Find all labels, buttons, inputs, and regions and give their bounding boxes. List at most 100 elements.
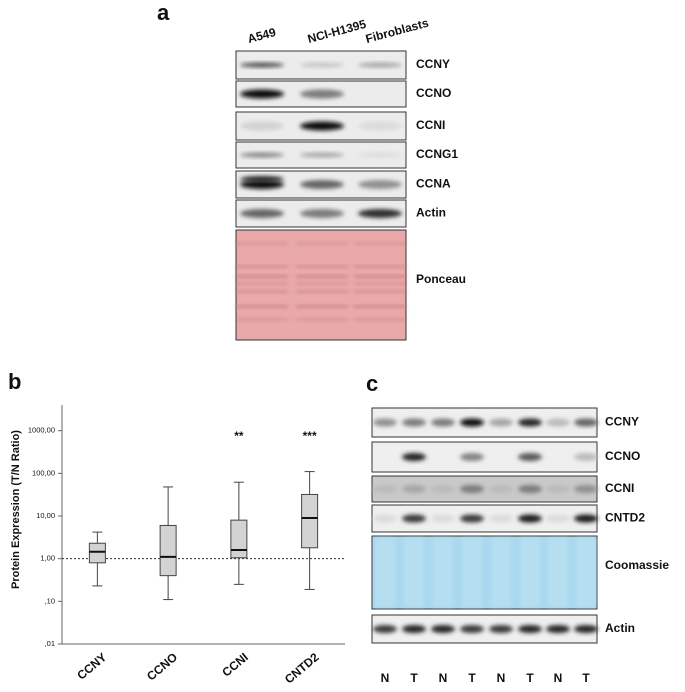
significance: *** — [303, 429, 317, 443]
band — [574, 418, 598, 427]
band — [300, 121, 344, 131]
box — [301, 493, 319, 549]
band — [431, 625, 455, 633]
stain-band — [296, 318, 348, 321]
row-label: CCNY — [605, 415, 639, 429]
y-tick-label: 100,00 — [32, 468, 55, 477]
band — [240, 152, 284, 158]
band — [546, 625, 570, 633]
lane-label: T — [468, 671, 476, 685]
band — [240, 89, 284, 99]
row-label: CNTD2 — [605, 511, 645, 525]
band — [373, 485, 397, 493]
stain-band — [236, 265, 288, 268]
band — [518, 514, 542, 523]
band — [489, 485, 513, 493]
stain-band — [236, 318, 288, 321]
row-label: CCNA — [416, 177, 451, 191]
band — [431, 514, 455, 523]
row-label: CCNO — [605, 449, 640, 463]
row-label: CCNI — [605, 481, 634, 495]
row-label: Actin — [605, 621, 635, 635]
band — [373, 418, 397, 427]
band — [240, 176, 284, 182]
row-label: Coomassie — [605, 558, 669, 572]
band — [489, 625, 513, 633]
y-tick-label: 10,00 — [36, 511, 55, 520]
band — [518, 418, 542, 427]
stain-lane — [548, 538, 568, 607]
y-axis-label: Protein Expression (T/N Ratio) — [10, 430, 22, 589]
stain-band — [296, 305, 348, 308]
stain-band — [354, 318, 406, 321]
lane-label: T — [526, 671, 534, 685]
band — [300, 180, 344, 189]
band — [546, 418, 570, 427]
band — [240, 62, 284, 68]
row-label: Ponceau — [416, 272, 466, 286]
x-tick-label: CCNO — [144, 650, 180, 683]
band — [574, 514, 598, 523]
stain-band — [236, 305, 288, 308]
band — [431, 485, 455, 493]
band — [460, 453, 484, 461]
band — [402, 485, 426, 493]
stain-lane — [404, 538, 424, 607]
stain-lane — [520, 538, 540, 607]
panel-label: a — [157, 0, 170, 25]
row-label: CCNY — [416, 57, 450, 71]
band — [300, 89, 344, 99]
stain-band — [296, 282, 348, 285]
stain-band — [354, 290, 406, 293]
stain-lane — [375, 538, 395, 607]
band — [518, 453, 542, 461]
stain-lane — [491, 538, 511, 607]
y-tick-label: ,01 — [45, 639, 55, 648]
band — [358, 209, 402, 218]
band — [460, 485, 484, 493]
stain-band — [354, 305, 406, 308]
lane-label: N — [554, 671, 563, 685]
lane-label: T — [582, 671, 590, 685]
band — [358, 121, 402, 131]
band — [518, 625, 542, 633]
x-tick-label: CCNI — [219, 650, 250, 680]
band — [460, 625, 484, 633]
significance: ** — [234, 429, 244, 443]
band — [402, 625, 426, 633]
stain-band — [236, 242, 288, 245]
y-tick-label: ,10 — [45, 596, 55, 605]
box — [230, 519, 248, 559]
box — [159, 524, 177, 577]
band — [489, 514, 513, 523]
lane-label: T — [410, 671, 418, 685]
band — [574, 625, 598, 633]
band — [402, 453, 426, 461]
band — [358, 152, 402, 158]
band — [240, 180, 284, 189]
row-label: Actin — [416, 206, 446, 220]
band — [358, 62, 402, 68]
stain-lane — [576, 538, 596, 607]
lane-label: NCI-H1395 — [306, 17, 368, 46]
band — [518, 485, 542, 493]
band — [460, 418, 484, 427]
stain-band — [236, 282, 288, 285]
stain-band — [236, 290, 288, 293]
stain-band — [296, 265, 348, 268]
stain-band — [296, 242, 348, 245]
x-tick-label: CCNY — [74, 650, 109, 683]
band — [240, 209, 284, 218]
stain-lane — [462, 538, 482, 607]
lane-label: Fibroblasts — [364, 16, 430, 46]
row-label: CCNI — [416, 118, 445, 132]
panel-label: c — [366, 371, 378, 396]
band — [240, 121, 284, 131]
stain-band — [236, 275, 288, 278]
stain-band — [354, 275, 406, 278]
band — [300, 62, 344, 68]
band — [546, 485, 570, 493]
stain-band — [354, 265, 406, 268]
row-label: CCNG1 — [416, 147, 458, 161]
